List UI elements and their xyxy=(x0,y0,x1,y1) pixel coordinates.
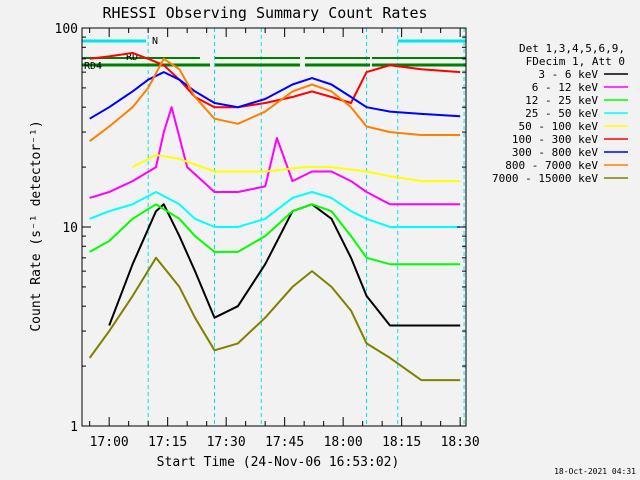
series-line-6 xyxy=(89,71,461,120)
flag-label-rd: RD xyxy=(126,52,138,63)
legend: Det 1,3,4,5,6,9,FDecim 1, Att 03 - 6 keV… xyxy=(492,42,628,185)
x-tick-label-1: 17:15 xyxy=(148,435,187,450)
x-axis: 17:00 17:15 17:30 17:45 18:00 18:15 18:30 xyxy=(89,28,480,450)
x-tick-label-4: 18:00 xyxy=(324,435,363,450)
flag-label-n: N xyxy=(152,36,158,47)
series-line-1 xyxy=(89,106,461,206)
legend-entry-3: 25 - 50 keV xyxy=(525,107,598,120)
state-flags: N RD RD4 xyxy=(82,36,466,72)
legend-entry-2: 12 - 25 keV xyxy=(525,94,598,107)
series-line-7 xyxy=(89,57,461,142)
legend-header-1: FDecim 1, Att 0 xyxy=(526,55,625,68)
flag-label-rd4: RD4 xyxy=(84,61,102,72)
y-tick-label-0: 1 xyxy=(70,420,78,435)
y-axis: 1 10 100 xyxy=(55,22,466,435)
series-line-8 xyxy=(88,256,461,382)
legend-entry-1: 6 - 12 keV xyxy=(532,81,599,94)
series-line-5 xyxy=(89,51,461,109)
series-line-2 xyxy=(89,203,461,266)
chart-title: RHESSI Observing Summary Count Rates xyxy=(102,4,427,22)
x-axis-label: Start Time (24-Nov-06 16:53:02) xyxy=(157,455,400,470)
x-tick-label-3: 17:45 xyxy=(265,435,304,450)
x-tick-label-5: 18:15 xyxy=(382,435,421,450)
footer-date: 18-Oct-2021 04:31 xyxy=(554,467,636,476)
legend-entry-0: 3 - 6 keV xyxy=(538,68,598,81)
y-tick-label-1: 10 xyxy=(62,221,78,236)
x-tick-label-2: 17:30 xyxy=(207,435,246,450)
legend-header-0: Det 1,3,4,5,6,9, xyxy=(519,42,625,55)
x-tick-label-0: 17:00 xyxy=(90,435,129,450)
y-tick-label-2: 100 xyxy=(55,22,78,37)
legend-entry-4: 50 - 100 keV xyxy=(519,120,599,133)
y-axis-label: Count Rate (s⁻¹ detector⁻¹) xyxy=(29,120,44,331)
legend-entry-6: 300 - 800 keV xyxy=(512,146,598,159)
legend-entry-8: 7000 - 15000 keV xyxy=(492,172,598,185)
series-line-3 xyxy=(89,191,461,228)
legend-entry-5: 100 - 300 keV xyxy=(512,133,598,146)
x-tick-label-6: 18:30 xyxy=(441,435,480,450)
legend-entry-7: 800 - 7000 keV xyxy=(505,159,598,172)
series-group xyxy=(88,51,461,382)
series-line-4 xyxy=(132,154,461,183)
